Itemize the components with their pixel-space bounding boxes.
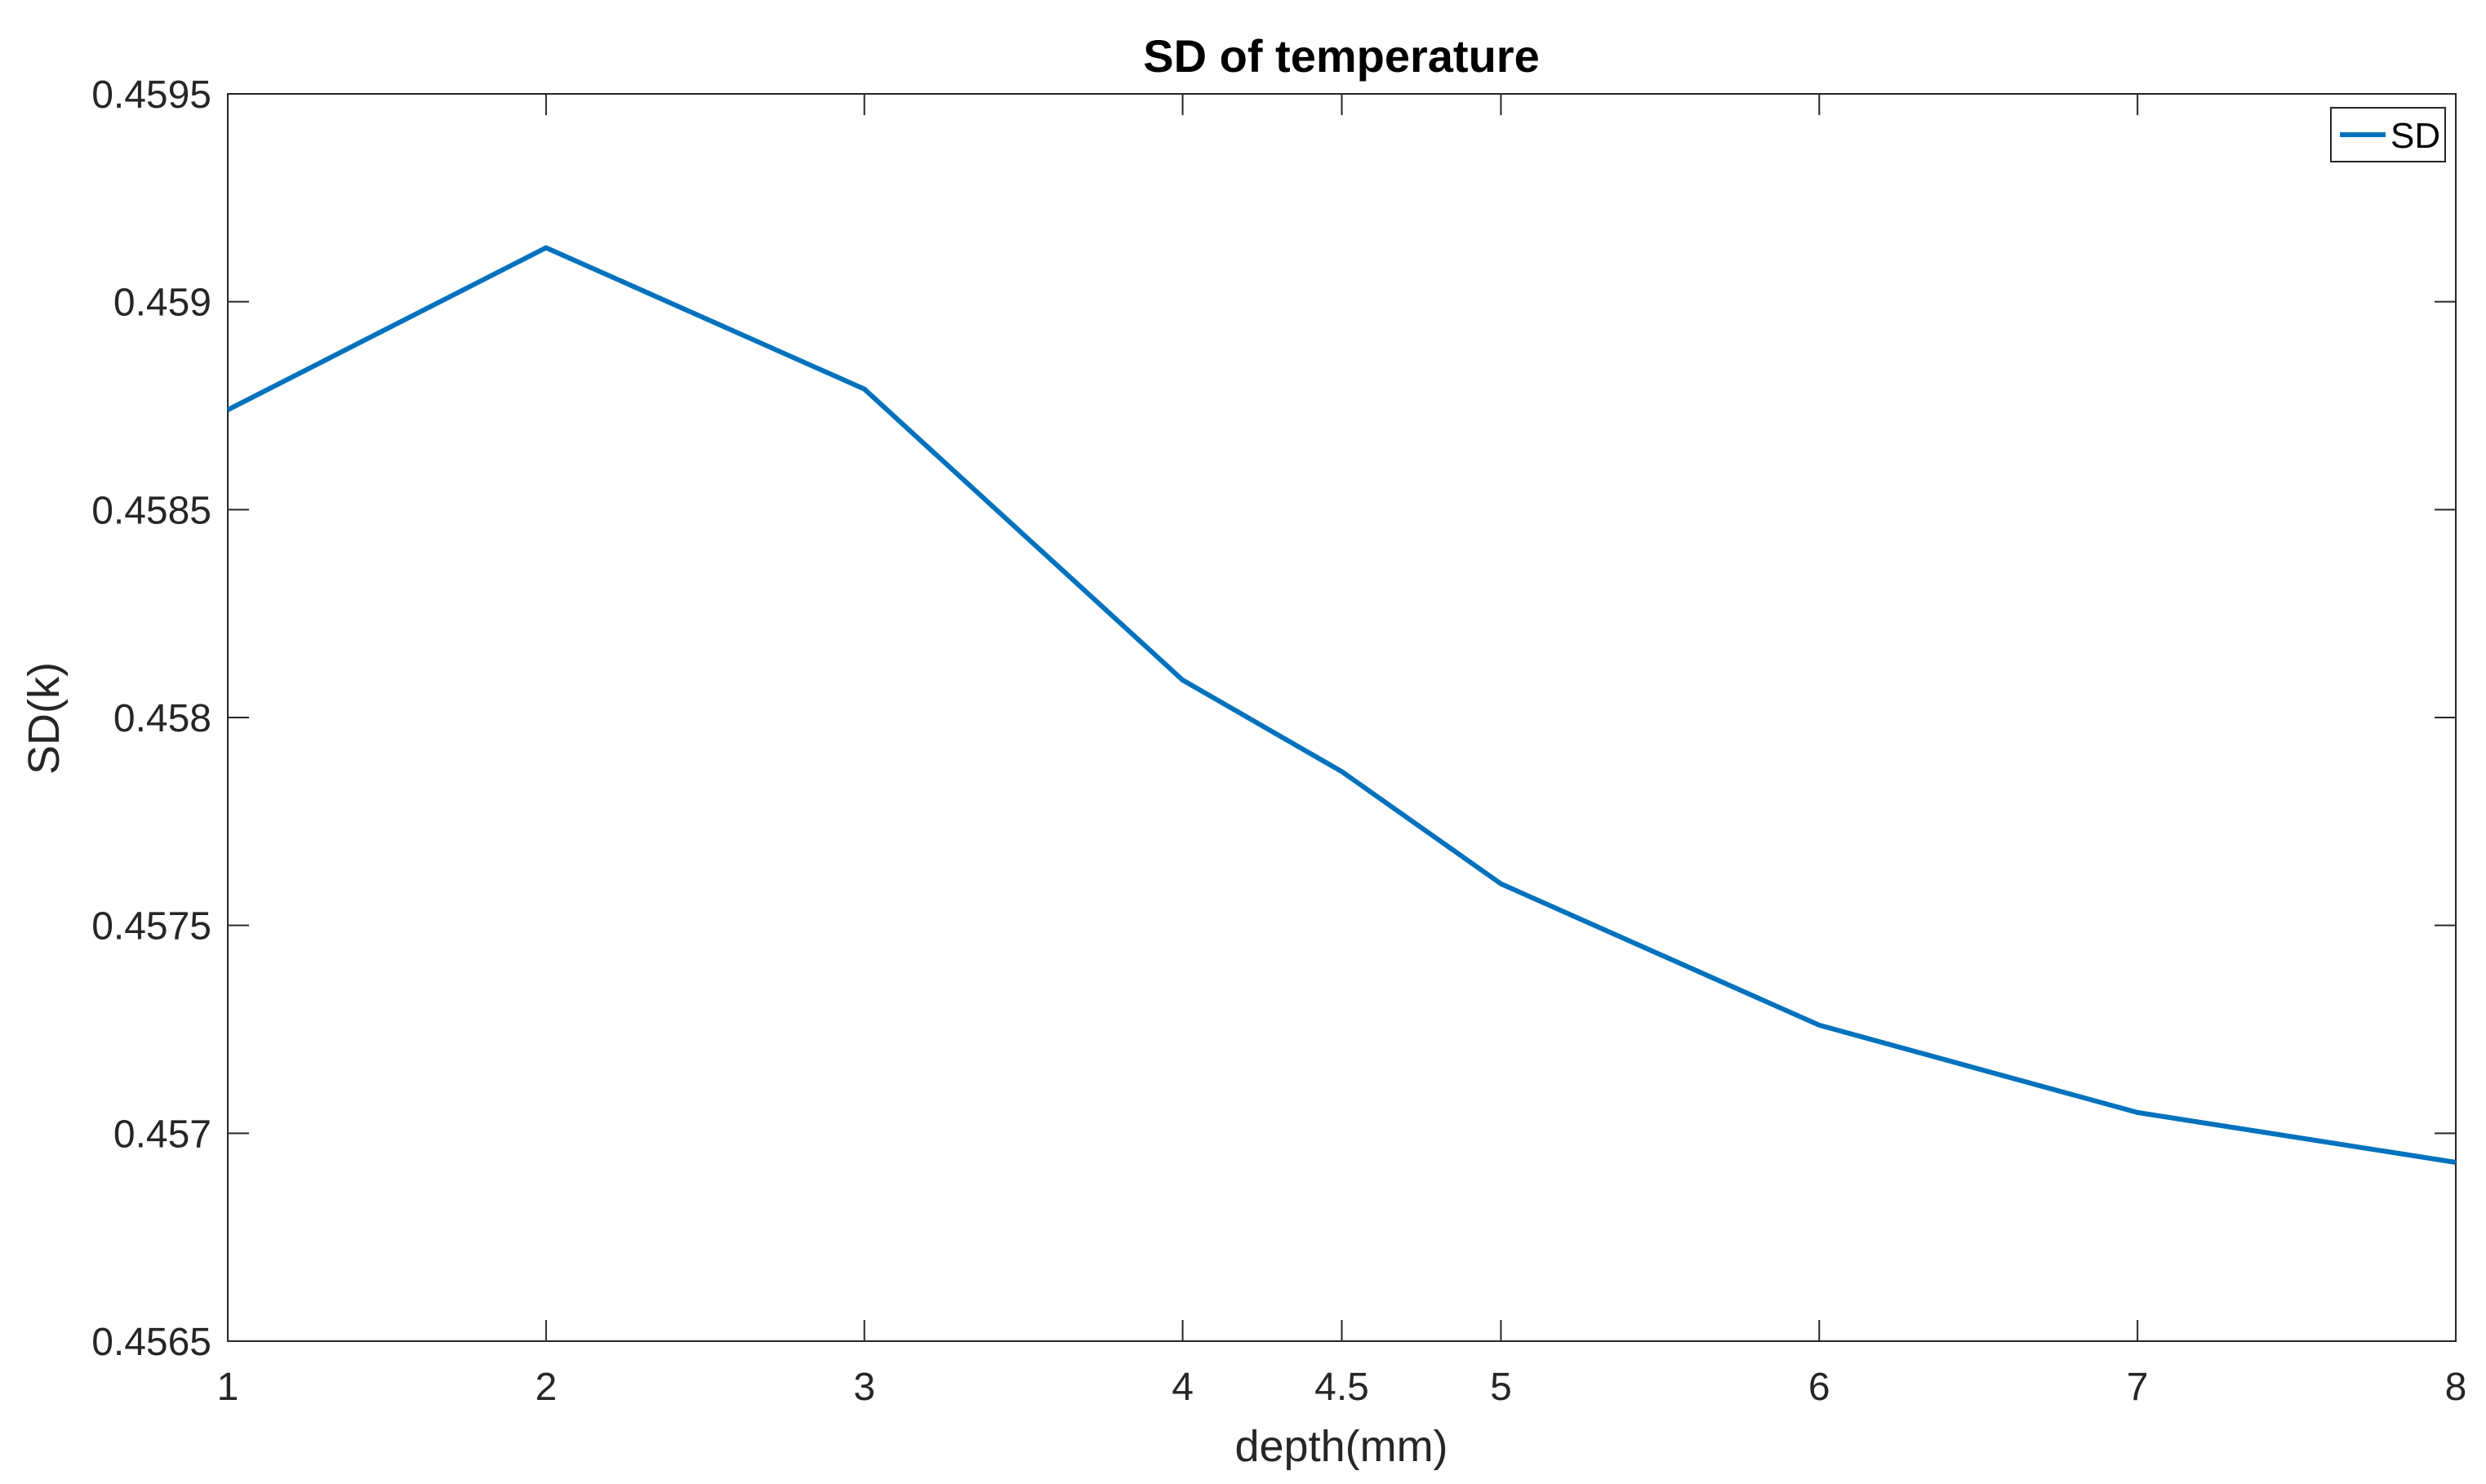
chart-title: SD of temperature	[1143, 30, 1539, 82]
x-tick-label: 1	[217, 1366, 239, 1409]
x-tick-label: 3	[853, 1366, 875, 1409]
x-tick-label: 4	[1172, 1366, 1194, 1409]
x-tick-label: 8	[2445, 1366, 2467, 1409]
x-tick-label: 6	[1808, 1366, 1830, 1409]
y-tick-label: 0.459	[113, 282, 211, 325]
legend-label-sd: SD	[2390, 116, 2440, 156]
x-axis-label: depth(mm)	[1234, 1422, 1448, 1471]
x-tick-label: 2	[536, 1366, 558, 1409]
y-tick-label: 0.4565	[91, 1321, 211, 1364]
x-tick-label: 5	[1490, 1366, 1512, 1409]
y-axis-label: SD(k)	[20, 662, 69, 775]
y-tick-label: 0.4585	[91, 489, 211, 532]
y-tick-label: 0.458	[113, 697, 211, 740]
plot-area	[227, 93, 2457, 1342]
x-tick-label: 4.5	[1314, 1366, 1369, 1409]
legend: SD	[2330, 107, 2446, 162]
tick-labels-layer: 1 2 3 4 4.5 5 6 7 8 0.4565 0.457 0.4575 0.458 0.4585 0…	[91, 73, 2466, 1409]
y-tick-label: 0.4595	[91, 73, 211, 117]
y-tick-label: 0.457	[113, 1113, 211, 1156]
x-tick-label: 7	[2127, 1366, 2149, 1409]
series-line-sd	[226, 245, 2457, 1165]
y-tick-label: 0.4575	[91, 905, 211, 949]
